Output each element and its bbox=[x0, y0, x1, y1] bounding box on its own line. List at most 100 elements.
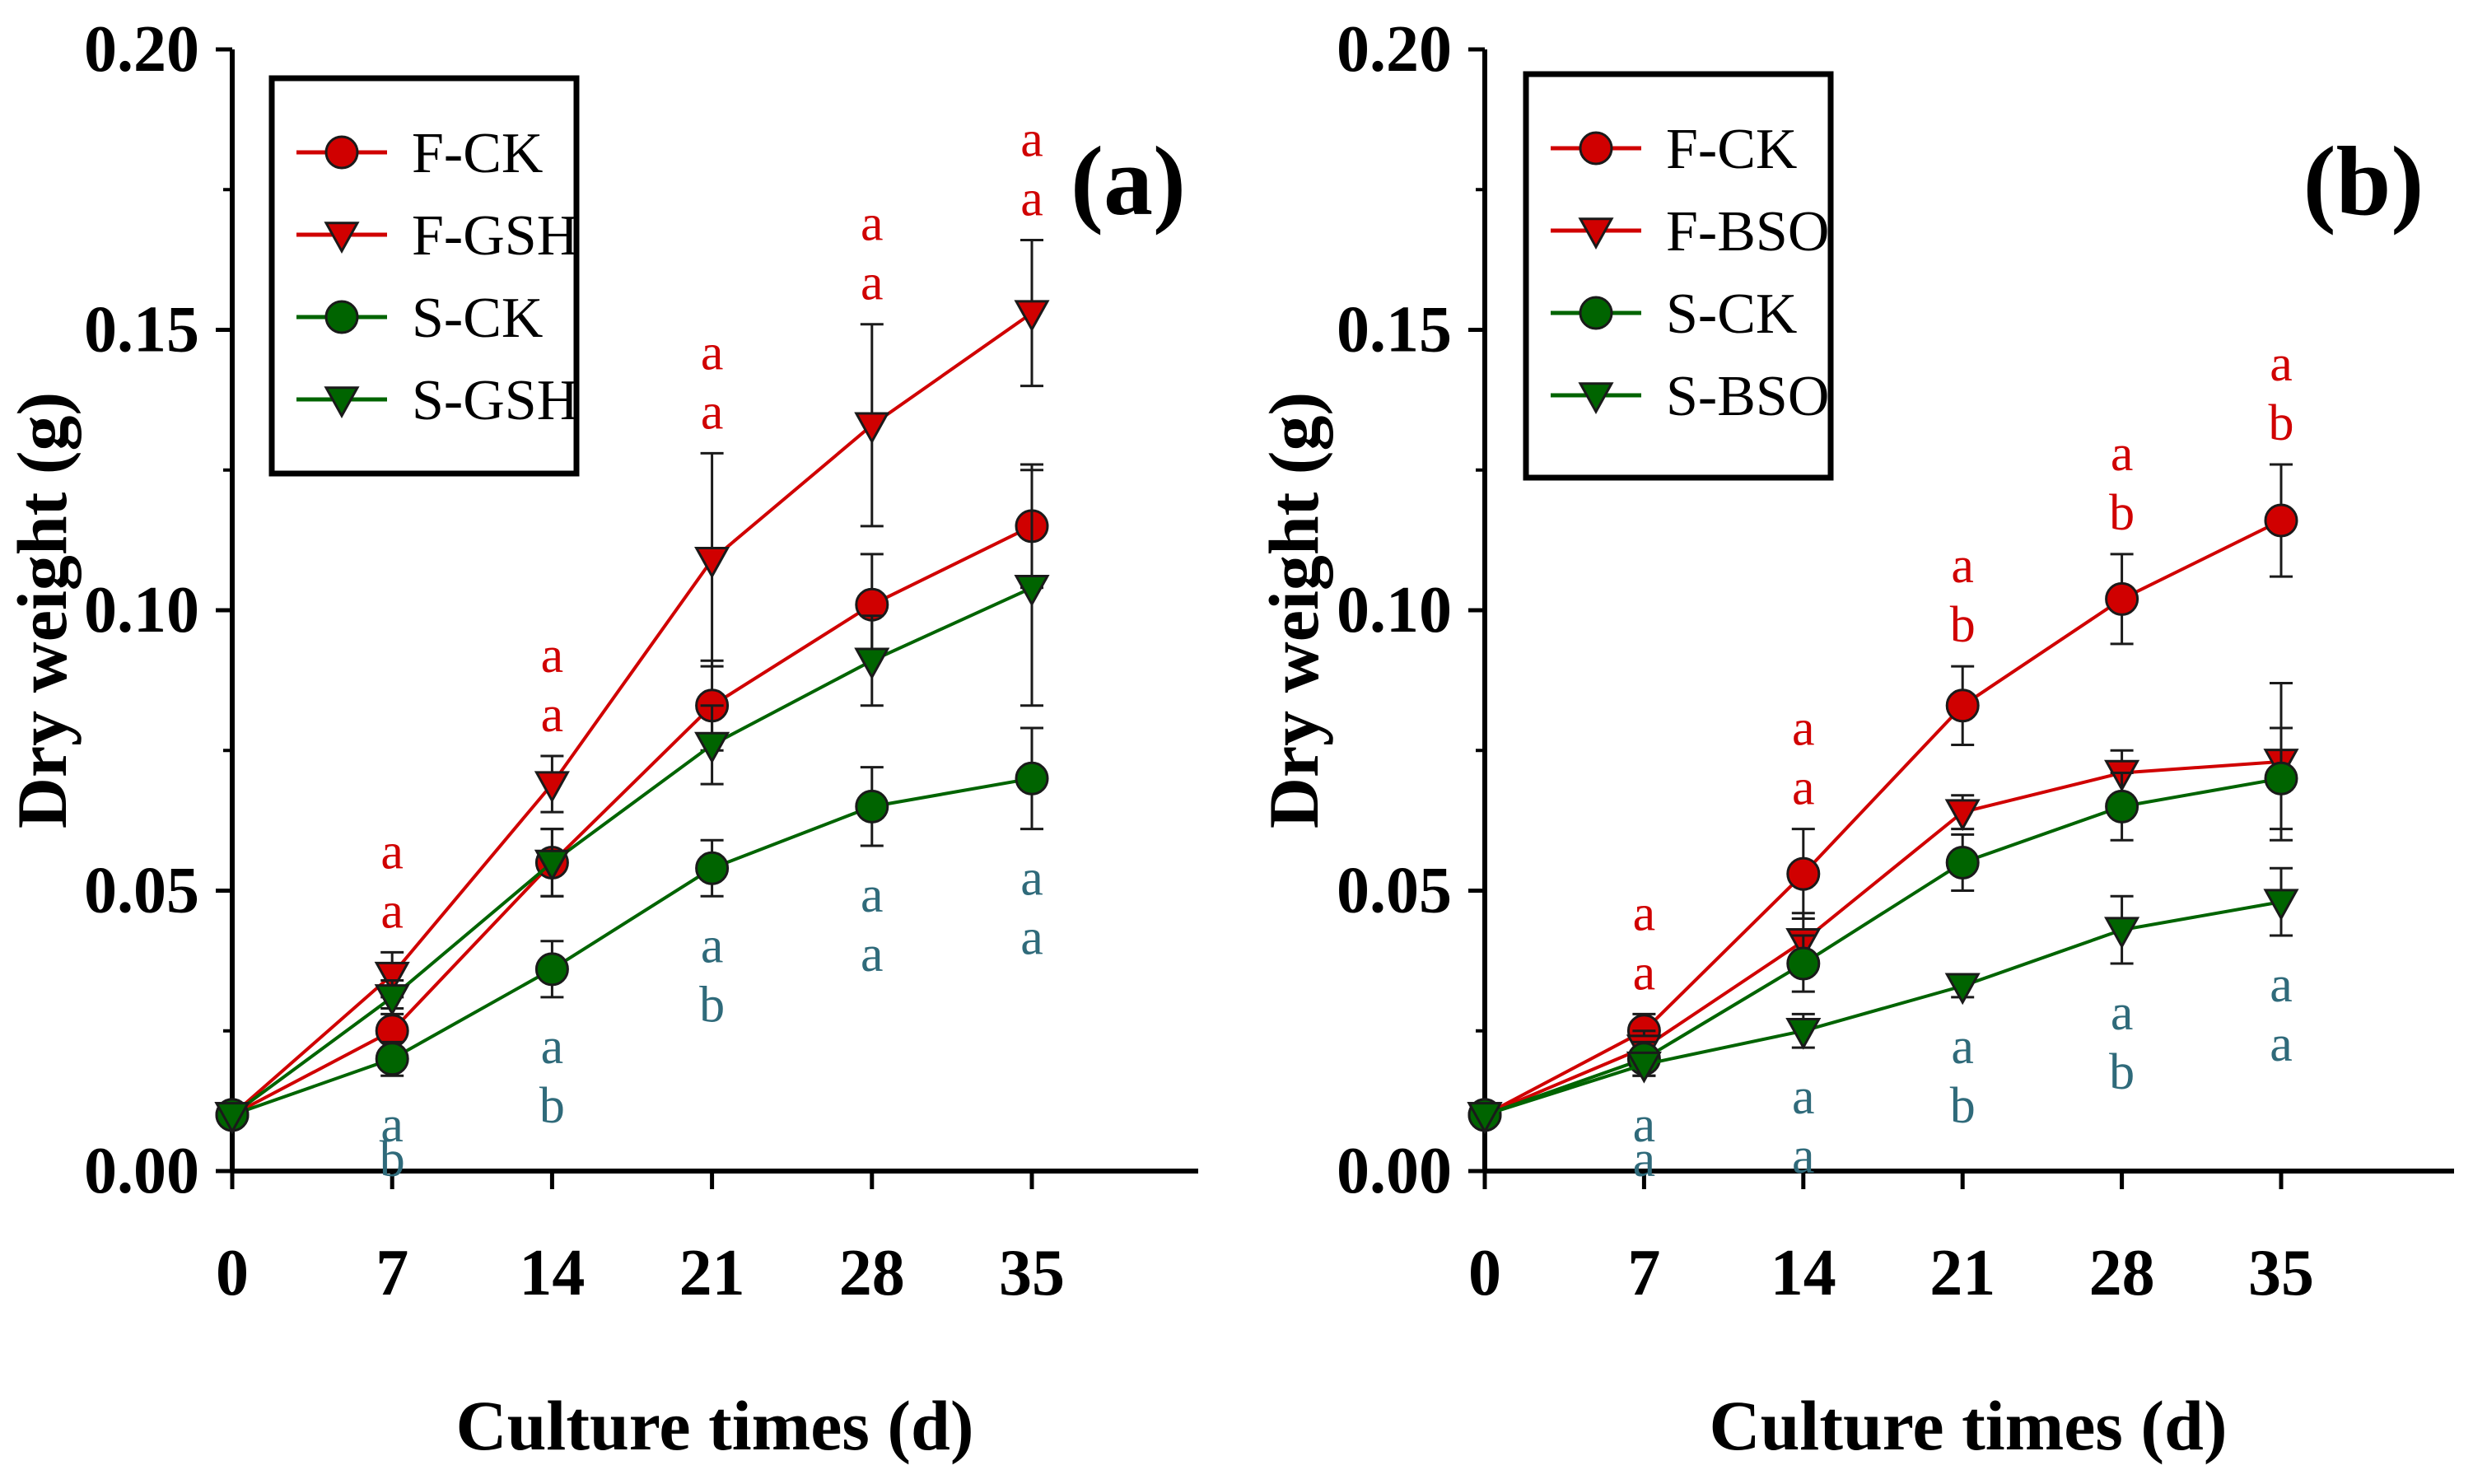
data-point bbox=[534, 849, 570, 882]
legend-marker bbox=[1578, 382, 1614, 415]
y-tick-label: 0.00 bbox=[84, 1135, 199, 1207]
significance-letter: b bbox=[1950, 1078, 1976, 1134]
data-point bbox=[1944, 799, 1981, 832]
significance-letter: a bbox=[1633, 945, 1656, 1001]
series-line bbox=[1484, 900, 2282, 1117]
y-tick-label: 0.15 bbox=[1337, 294, 1452, 366]
legend-marker bbox=[1579, 296, 1613, 330]
legend: F-CK F-GSH S-CK S-GSH bbox=[268, 75, 580, 477]
data-point bbox=[1945, 688, 1980, 723]
data-point bbox=[1014, 575, 1050, 607]
data-point bbox=[1014, 300, 1050, 333]
significance-letter: a bbox=[1633, 1132, 1656, 1188]
significance-letter: a bbox=[1020, 910, 1043, 966]
significance-letter: a bbox=[2270, 957, 2293, 1013]
series-s-bso bbox=[1467, 866, 2299, 1134]
legend-marker bbox=[324, 300, 359, 334]
significance-letter: a bbox=[1020, 851, 1043, 907]
significance-letter: a bbox=[541, 687, 564, 743]
x-tick-label: 0 bbox=[1468, 1237, 1501, 1309]
data-point bbox=[2264, 761, 2298, 796]
y-tick-label: 0.05 bbox=[84, 855, 199, 927]
x-tick-label: 21 bbox=[1929, 1237, 1995, 1309]
significance-letter: a bbox=[701, 384, 724, 440]
x-tick-label: 14 bbox=[519, 1237, 585, 1309]
y-axis-title: Dry weight (g) bbox=[2, 392, 82, 828]
data-point bbox=[1626, 1051, 1662, 1084]
series-line bbox=[231, 777, 1033, 1117]
significance-letter: a bbox=[1792, 1128, 1815, 1184]
legend-label: F-GSH bbox=[412, 204, 578, 268]
significance-letter: a bbox=[1020, 171, 1043, 227]
data-point bbox=[374, 984, 410, 1016]
data-point bbox=[534, 952, 569, 987]
significance-letter: a bbox=[541, 1019, 564, 1075]
significance-letter: b bbox=[2269, 395, 2294, 451]
significance-letter: a bbox=[2111, 985, 2134, 1041]
significance-letter: a bbox=[541, 628, 564, 684]
data-point bbox=[854, 647, 890, 680]
significance-letter: a bbox=[380, 1097, 404, 1153]
significance-letter: a bbox=[861, 196, 884, 252]
significance-letter: b bbox=[1950, 597, 1976, 653]
data-point bbox=[2105, 789, 2139, 824]
panel-a: 0.00 0.05 0.10 0.15 0.20 0 7 14 21 28 35 Dry weight… bbox=[2, 13, 1198, 1465]
y-tick-label: 0.20 bbox=[84, 13, 199, 86]
significance-letter: a bbox=[861, 867, 884, 923]
significance-letter: a bbox=[1020, 112, 1043, 168]
series-line bbox=[1484, 519, 2282, 1117]
legend-marker bbox=[324, 222, 360, 254]
significance-letter: a bbox=[380, 883, 404, 939]
legend-marker bbox=[1578, 217, 1614, 250]
y-tick-label: 0.00 bbox=[1337, 1135, 1452, 1207]
data-point bbox=[2104, 917, 2140, 950]
series-s-gsh bbox=[214, 469, 1050, 1134]
significance-letter: a bbox=[861, 926, 884, 982]
data-point bbox=[2263, 889, 2299, 922]
y-tick-label: 0.10 bbox=[84, 574, 199, 646]
data-point bbox=[1015, 761, 1049, 796]
data-point bbox=[1786, 946, 1821, 981]
significance-letter: a bbox=[701, 917, 724, 973]
data-point bbox=[214, 1102, 250, 1134]
data-point bbox=[374, 961, 410, 994]
series-line bbox=[1484, 759, 2282, 1117]
series-s-ck bbox=[215, 726, 1049, 1132]
legend-label: S-BSO bbox=[1666, 365, 1829, 428]
x-tick-label: 7 bbox=[376, 1237, 408, 1309]
legend-label: F-CK bbox=[1666, 118, 1797, 181]
data-point bbox=[1944, 973, 1981, 1006]
legend-label: S-GSH bbox=[412, 369, 578, 432]
significance-letter: a bbox=[1951, 538, 1974, 594]
data-point bbox=[534, 771, 570, 804]
significance-letter: b bbox=[699, 977, 725, 1033]
significance-letter: a bbox=[1792, 760, 1815, 816]
series-f-bso bbox=[1467, 682, 2299, 1134]
significance-letter: b bbox=[380, 1132, 405, 1188]
x-tick-label: 28 bbox=[2089, 1237, 2155, 1309]
series-line bbox=[231, 586, 1033, 1117]
legend-marker bbox=[1579, 131, 1613, 166]
legend-marker bbox=[324, 386, 360, 419]
panel-b: 0.00 0.05 0.10 0.15 0.20 0 7 14 21 28 35 Dry weight… bbox=[1254, 13, 2454, 1465]
significance-letter: a bbox=[2270, 1016, 2293, 1072]
series-line bbox=[231, 311, 1034, 1117]
x-axis-title: Culture times (d) bbox=[455, 1386, 973, 1465]
panel-label: (a) bbox=[1071, 126, 1186, 236]
data-point bbox=[694, 731, 730, 764]
legend-marker bbox=[324, 135, 359, 170]
x-tick-label: 7 bbox=[1627, 1237, 1660, 1309]
y-tick-label: 0.05 bbox=[1337, 855, 1452, 927]
data-point bbox=[1786, 856, 1821, 891]
legend-label: S-CK bbox=[412, 287, 543, 350]
significance-letter: a bbox=[1633, 885, 1656, 941]
legend-label: F-CK bbox=[412, 122, 543, 185]
significance-letter: a bbox=[701, 324, 724, 380]
significance-letter: a bbox=[1633, 1097, 1656, 1153]
y-tick-label: 0.15 bbox=[84, 294, 199, 366]
data-point bbox=[1945, 845, 1980, 880]
legend: F-CK F-BSO S-CK S-BSO bbox=[1523, 71, 1834, 481]
x-tick-label: 14 bbox=[1771, 1237, 1836, 1309]
significance-letter: b bbox=[539, 1078, 565, 1134]
